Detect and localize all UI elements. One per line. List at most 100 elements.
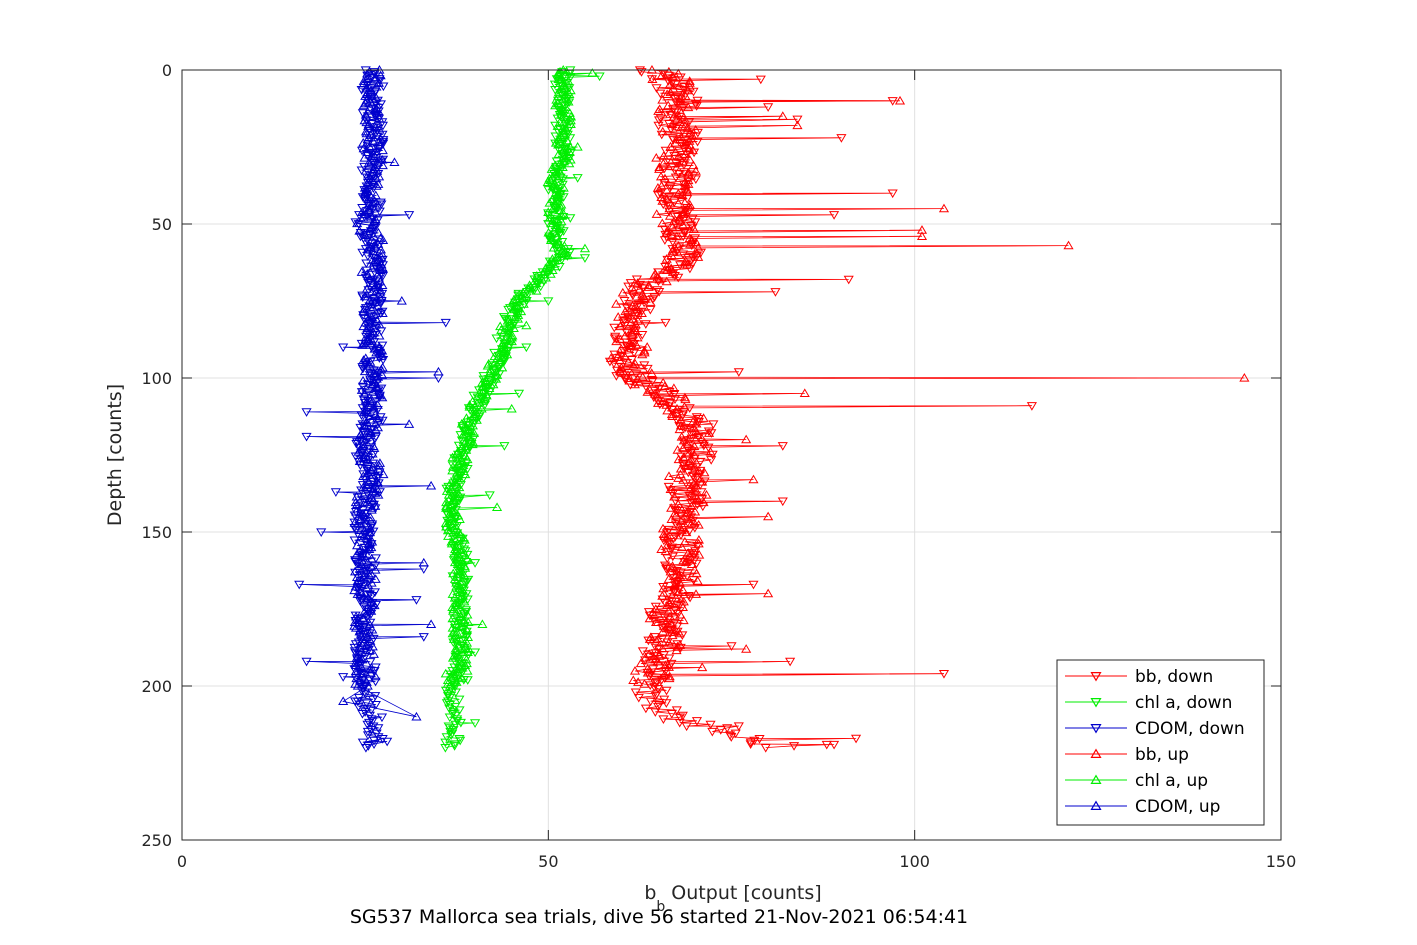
data-point (639, 679, 650, 688)
x-tick-label: 0 (177, 852, 187, 871)
data-point (364, 66, 375, 76)
data-point (356, 551, 367, 561)
data-point (451, 448, 462, 458)
data-point (495, 355, 506, 364)
data-point (628, 348, 640, 358)
data-point (454, 695, 465, 705)
data-point (664, 203, 675, 213)
data-point (361, 639, 373, 649)
data-point (351, 572, 363, 582)
data-point (663, 637, 674, 647)
data-point (614, 364, 625, 374)
data-point (508, 297, 519, 306)
data-point (610, 332, 621, 342)
data-point (559, 126, 570, 136)
data-point (359, 510, 370, 520)
data-point (362, 594, 373, 604)
data-point (356, 166, 367, 176)
data-point (649, 388, 661, 398)
data-point (693, 495, 704, 505)
data-point (549, 226, 560, 235)
data-point (691, 102, 702, 111)
data-point (685, 425, 696, 435)
data-point (547, 254, 558, 263)
data-point (367, 175, 378, 185)
data-point (366, 473, 377, 482)
data-point (554, 230, 565, 240)
data-point (349, 518, 360, 527)
data-point (543, 207, 554, 216)
data-point (656, 70, 667, 80)
data-point (370, 72, 381, 82)
data-point (301, 657, 312, 667)
data-point (664, 119, 675, 129)
data-point (468, 391, 479, 401)
data-point (441, 733, 452, 742)
data-point (1239, 373, 1250, 382)
data-point (455, 611, 466, 621)
data-point (443, 531, 454, 540)
data-point (460, 660, 471, 670)
data-point (364, 295, 375, 304)
data-point (366, 591, 377, 601)
data-point (453, 540, 464, 550)
data-point (672, 445, 683, 454)
data-point (708, 420, 719, 429)
data-point (726, 733, 737, 742)
data-point (338, 696, 349, 706)
data-point (365, 428, 376, 437)
data-point (450, 630, 461, 640)
data-point (650, 692, 661, 701)
data-point (668, 216, 680, 226)
data-point (669, 271, 680, 281)
data-point (458, 615, 469, 625)
data-point (482, 360, 493, 370)
data-point (365, 512, 376, 522)
data-point (366, 435, 377, 445)
data-point (368, 231, 379, 241)
data-point (360, 405, 371, 415)
data-point (362, 323, 373, 333)
data-point (441, 503, 452, 512)
data-point (444, 681, 456, 690)
data-point (670, 506, 681, 515)
data-point (367, 448, 378, 458)
data-point (667, 119, 678, 128)
data-point (459, 534, 470, 544)
data-point (484, 383, 495, 392)
data-point (364, 199, 375, 209)
data-point (691, 717, 703, 726)
data-point (544, 197, 555, 207)
data-point (748, 474, 759, 484)
data-point (668, 383, 679, 392)
data-point (689, 518, 700, 527)
data-point (462, 676, 473, 685)
data-point (368, 257, 380, 267)
data-point (382, 737, 393, 747)
data-point (355, 643, 366, 653)
legend: bb, down chl a, down CDOM, down bb, up chl a… (1056, 659, 1265, 826)
data-point (667, 411, 678, 421)
data-point (703, 428, 715, 437)
data-point (454, 566, 465, 576)
data-point (668, 111, 679, 121)
data-point (644, 385, 656, 394)
data-point (663, 100, 674, 110)
data-point (367, 278, 378, 288)
data-point (552, 114, 563, 124)
data-point (364, 96, 376, 106)
data-point (375, 293, 386, 303)
data-point (441, 497, 452, 507)
data-point (642, 342, 653, 351)
y-tick-label: 50 (152, 215, 172, 234)
data-point (370, 564, 381, 574)
data-point (664, 673, 675, 683)
data-point (504, 317, 516, 327)
data-point (693, 252, 704, 261)
data-point (639, 347, 650, 357)
data-point (664, 211, 676, 220)
data-point (660, 667, 671, 676)
data-point (358, 407, 369, 417)
data-point (362, 557, 373, 567)
data-point (653, 702, 664, 712)
